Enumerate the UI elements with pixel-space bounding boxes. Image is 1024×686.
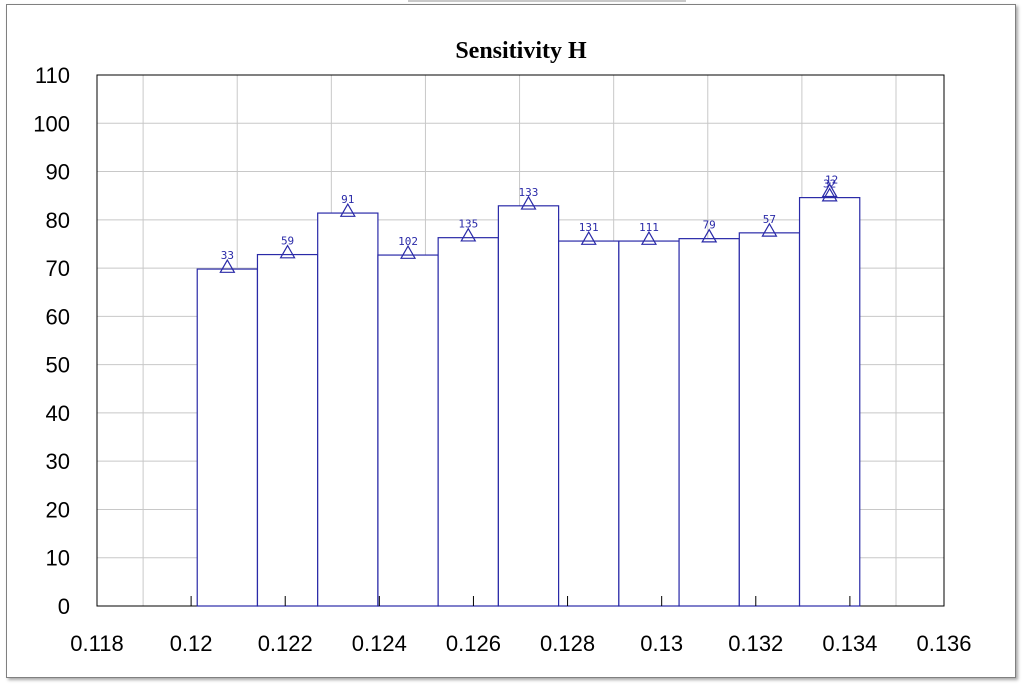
histogram-bar — [497, 205, 560, 607]
bar-data-label: 131 — [579, 221, 599, 234]
y-tick-label: 110 — [35, 63, 70, 88]
x-tick-label: 0.13 — [640, 631, 683, 656]
histogram-bar — [377, 254, 439, 607]
x-tick-label: 0.122 — [258, 631, 313, 656]
x-tick-label: 0.124 — [352, 631, 407, 656]
histogram-bar — [738, 232, 801, 607]
y-tick-label: 70 — [46, 256, 70, 281]
bar-marker-triangle — [219, 258, 236, 273]
bar-data-label: 111 — [639, 221, 659, 234]
x-tick-label: 0.118 — [70, 631, 123, 656]
bar-data-label: 135 — [458, 218, 478, 231]
x-tick-label: 0.132 — [728, 631, 783, 656]
bar-marker-triangle — [640, 230, 657, 245]
y-tick-label: 0 — [58, 594, 70, 619]
bar-marker-triangle — [580, 230, 597, 245]
histogram-bar — [618, 240, 680, 607]
histogram-bar — [196, 268, 259, 607]
histogram-bar — [437, 237, 499, 607]
bar-marker-triangle — [520, 195, 537, 210]
bar-marker-triangle — [339, 202, 356, 217]
bar-data-label: 102 — [398, 235, 418, 248]
x-tick-label: 0.128 — [540, 631, 595, 656]
y-tick-label: 10 — [46, 546, 70, 571]
bar-marker-triangle — [821, 187, 838, 202]
y-axis: 0 10 20 30 40 50 60 70 80 90 100 110 — [33, 63, 70, 619]
bar-data-label: 79 — [703, 219, 716, 232]
x-tick-label: 0.136 — [916, 631, 971, 656]
y-tick-label: 30 — [46, 449, 70, 474]
bar-marker-triangle — [761, 222, 778, 237]
x-tick-label: 0.126 — [446, 631, 501, 656]
histogram-bar — [256, 253, 319, 607]
extra-data-label: 12 — [825, 173, 838, 186]
y-tick-label: 40 — [46, 401, 70, 426]
x-axis: 0.118 0.12 0.122 0.124 0.126 0.128 0.13 0.132 0.… — [70, 596, 972, 656]
y-tick-label: 60 — [46, 304, 70, 329]
y-tick-label: 100 — [33, 111, 70, 136]
bar-marker-triangle — [460, 227, 477, 242]
histogram-bar — [678, 238, 740, 607]
y-tick-label: 80 — [46, 208, 70, 233]
extra-marker-triangle — [821, 183, 838, 198]
bar-marker-triangle — [701, 228, 718, 243]
top-window-edge — [408, 0, 686, 2]
bar-data-label: 57 — [763, 213, 776, 226]
y-tick-label: 90 — [46, 160, 70, 185]
histogram-bar — [798, 197, 861, 607]
histogram-bar — [317, 212, 379, 607]
bar-data-label: 91 — [341, 193, 354, 206]
chart-title: Sensitivity H — [455, 38, 587, 64]
bar-data-label: 59 — [281, 235, 294, 248]
bar-data-label: 133 — [519, 186, 539, 199]
bar-marker-triangle — [279, 244, 296, 259]
bar-marker-triangle — [400, 244, 417, 259]
x-tick-label: 0.12 — [170, 631, 213, 656]
y-tick-label: 50 — [46, 353, 70, 378]
x-tick-label: 0.134 — [822, 631, 877, 656]
histogram-bar — [558, 240, 620, 607]
y-tick-label: 20 — [46, 497, 70, 522]
bar-data-label: 33 — [221, 249, 234, 262]
